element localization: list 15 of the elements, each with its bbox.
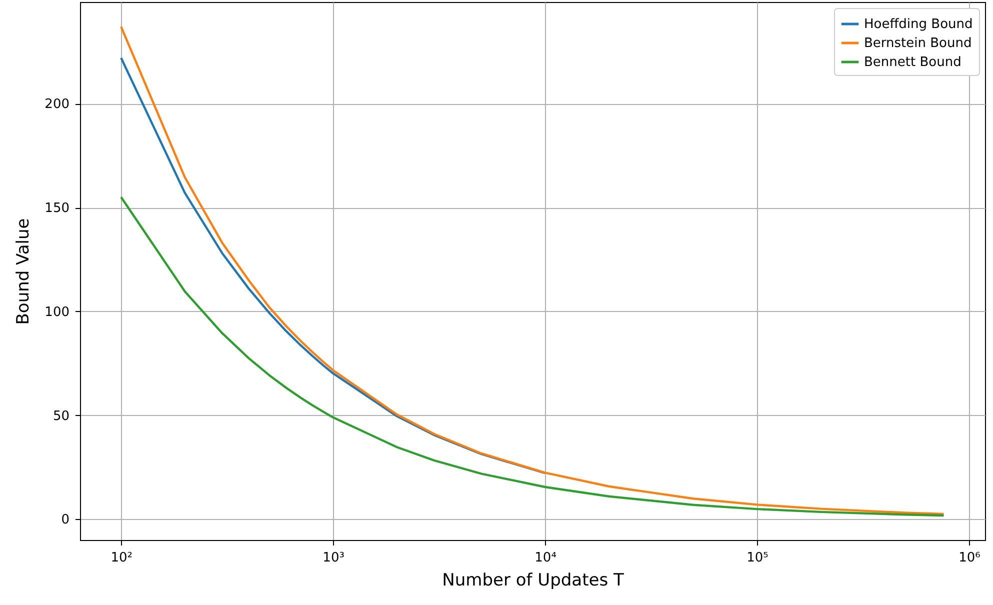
legend-label: Hoeffding Bound xyxy=(864,17,973,32)
y-tick-label: 100 xyxy=(44,304,70,320)
x-tick-label: 10² xyxy=(110,550,132,566)
y-tick-label: 0 xyxy=(61,512,70,528)
y-tick-label: 200 xyxy=(44,97,70,112)
x-axis-title: Number of Updates T xyxy=(442,570,624,590)
legend-label: Bernstein Bound xyxy=(864,36,972,51)
y-axis-title: Bound Value xyxy=(14,218,34,325)
y-tick-label: 150 xyxy=(44,201,70,216)
x-tick-label: 10⁴ xyxy=(534,550,556,566)
legend-label: Bennett Bound xyxy=(864,55,962,70)
y-tick-label: 50 xyxy=(52,408,70,424)
x-tick-label: 10³ xyxy=(322,550,344,566)
x-tick-label: 10⁵ xyxy=(746,550,768,566)
x-tick-label: 10⁶ xyxy=(958,550,980,566)
